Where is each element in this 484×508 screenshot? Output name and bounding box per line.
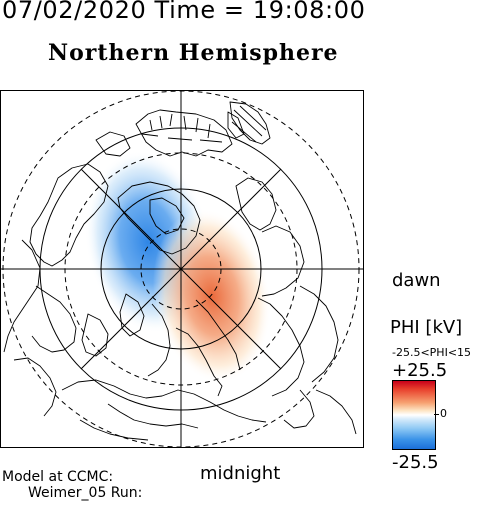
- coastlines: [3, 101, 357, 441]
- polar-map: [0, 90, 364, 448]
- colorbar: [392, 380, 436, 450]
- dawn-cell: [152, 208, 272, 384]
- colorbar-zero-label: 0: [440, 407, 447, 420]
- colorbar-min-label: -25.5: [392, 452, 439, 473]
- colorbar-range: -25.5<PHI<15: [392, 346, 472, 359]
- label-midnight: midnight: [200, 463, 281, 484]
- colorbar-title: PHI [kV]: [390, 317, 463, 338]
- model-label: Model at CCMC:: [2, 469, 114, 485]
- hemisphere-title: Northern Hemisphere: [48, 40, 339, 66]
- colorbar-max-label: +25.5: [392, 360, 448, 381]
- colorbar-zero-tick: [434, 414, 439, 415]
- run-label: Weimer_05 Run:: [28, 485, 143, 501]
- label-dawn: dawn: [392, 270, 441, 291]
- meridian-diagonal-2: [80, 168, 282, 370]
- time-title: 07/02/2020 Time = 19:08:00: [2, 0, 366, 24]
